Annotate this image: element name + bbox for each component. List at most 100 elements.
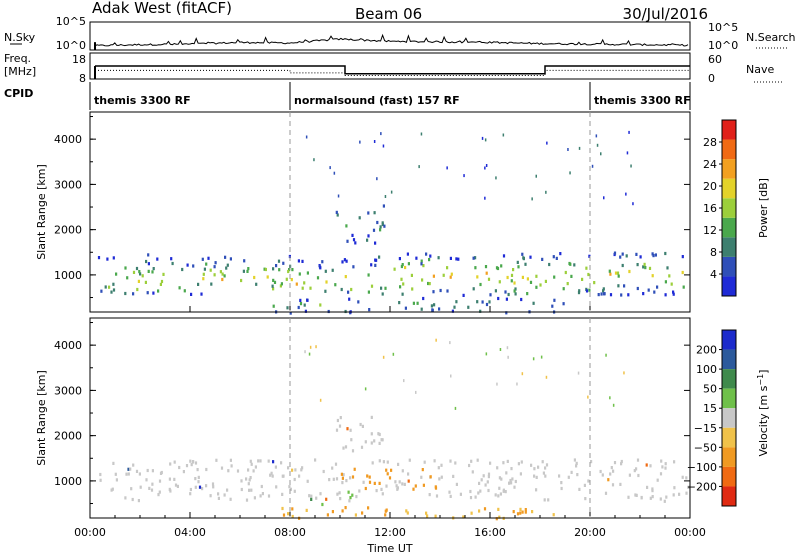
x-tick-label: 08:00 xyxy=(274,526,306,539)
power-cell xyxy=(500,264,503,268)
power-cell xyxy=(521,275,524,279)
velocity-cell xyxy=(637,473,640,478)
power-cell xyxy=(570,274,573,278)
velocity-cell xyxy=(300,468,303,472)
power-plot-area xyxy=(90,112,690,312)
velocity-cell xyxy=(253,496,256,500)
velocity-cell xyxy=(168,477,171,481)
power-cell xyxy=(366,238,369,242)
power-cell xyxy=(350,287,353,292)
velocity-cell xyxy=(347,490,350,494)
velocity-colorbar-tick-label: −200 xyxy=(687,480,717,493)
x-tick-label: 12:00 xyxy=(374,526,406,539)
velocity-cell xyxy=(364,486,367,491)
velocity-cell xyxy=(287,466,290,470)
power-cell xyxy=(600,292,603,296)
power-cell xyxy=(614,271,618,275)
velocity-cell xyxy=(124,496,127,500)
power-cell xyxy=(139,272,142,276)
velocity-cell xyxy=(189,487,192,492)
velocity-cell xyxy=(407,479,410,483)
velocity-cell xyxy=(150,488,154,492)
power-cell xyxy=(402,282,405,286)
velocity-cell xyxy=(127,472,130,476)
power-cell xyxy=(529,255,532,259)
velocity-cell xyxy=(291,507,294,511)
velocity-cell xyxy=(138,472,141,476)
nsky-panel: N.Sky 10^5 10^0 10^5 10^0 N.Search xyxy=(4,15,796,52)
velocity-cell xyxy=(386,472,389,476)
power-cell xyxy=(384,286,387,290)
velocity-cell xyxy=(382,355,385,359)
velocity-cell xyxy=(558,474,561,478)
power-cell xyxy=(272,278,275,282)
power-cell xyxy=(553,298,556,302)
power-cell xyxy=(200,292,203,296)
velocity-cell xyxy=(646,485,649,489)
power-cell xyxy=(209,268,212,272)
velocity-cell xyxy=(215,458,218,462)
power-cell xyxy=(374,241,377,245)
velocity-cell xyxy=(470,459,473,463)
velocity-cell xyxy=(378,441,381,445)
velocity-cell xyxy=(248,478,251,482)
velocity-cell xyxy=(599,469,602,474)
power-cell xyxy=(279,284,282,288)
velocity-cell xyxy=(380,487,383,491)
velocity-cell xyxy=(448,490,451,494)
power-cell xyxy=(112,256,115,260)
power-cell xyxy=(341,260,344,264)
velocity-cell xyxy=(516,382,518,386)
power-cell xyxy=(333,171,336,175)
velocity-cell xyxy=(384,513,387,517)
power-cell xyxy=(636,286,639,291)
velocity-cell xyxy=(112,461,115,465)
power-cell xyxy=(401,263,404,267)
date-label: 30/Jul/2016 xyxy=(623,5,708,23)
power-cell xyxy=(616,271,620,275)
velocity-cell xyxy=(275,485,278,489)
velocity-cell xyxy=(111,487,114,491)
velocity-cell xyxy=(545,375,548,379)
velocity-cell xyxy=(341,476,344,480)
velocity-cell xyxy=(607,478,610,482)
power-cell xyxy=(159,282,162,286)
velocity-colorbar-label: Velocity [m s−1] xyxy=(756,370,770,457)
power-cell xyxy=(585,266,588,270)
velocity-cell xyxy=(664,466,667,470)
velocity-cell xyxy=(197,480,200,484)
velocity-cell xyxy=(636,458,640,462)
velocity-cell xyxy=(537,465,540,469)
power-cell xyxy=(668,274,671,278)
power-cell xyxy=(337,194,340,198)
power-cell xyxy=(147,269,150,273)
velocity-cell xyxy=(270,471,273,475)
velocity-cell xyxy=(230,464,233,468)
velocity-cell xyxy=(257,459,260,463)
power-cell xyxy=(442,273,445,277)
velocity-cell xyxy=(502,489,505,493)
power-cell xyxy=(132,292,135,296)
velocity-cell xyxy=(613,461,617,465)
velocity-cell xyxy=(385,468,388,472)
power-cell xyxy=(223,274,226,278)
power-cell xyxy=(602,289,605,293)
velocity-cell xyxy=(577,371,580,375)
power-cell xyxy=(380,132,382,136)
power-cell xyxy=(573,263,576,267)
velocity-cell xyxy=(469,496,473,500)
velocity-cell xyxy=(544,466,547,470)
power-cell xyxy=(546,141,548,145)
velocity-colorbar-frame xyxy=(721,329,737,507)
velocity-cell xyxy=(685,476,688,480)
mode-change-lines xyxy=(289,112,591,518)
power-cell xyxy=(219,270,222,274)
velocity-colorbar-swatch xyxy=(722,466,736,487)
velocity-cell xyxy=(328,478,331,482)
velocity-cell xyxy=(587,395,589,399)
power-cell xyxy=(467,305,470,309)
power-cell xyxy=(226,263,229,267)
velocity-cell xyxy=(127,467,130,471)
velocity-cell xyxy=(512,510,515,514)
power-cell xyxy=(138,270,141,274)
